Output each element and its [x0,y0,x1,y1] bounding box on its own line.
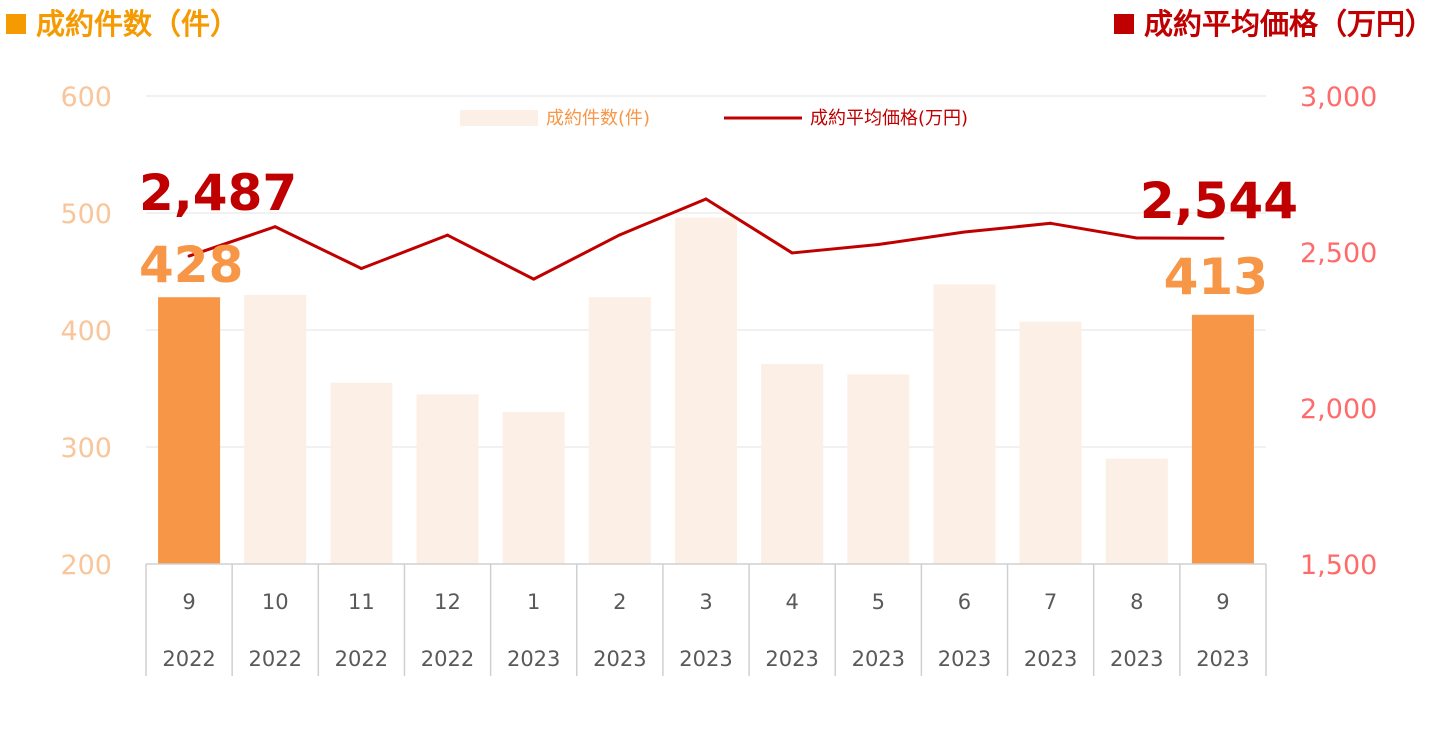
bar-7 [761,363,824,564]
x-year-label: 2022 [162,647,215,671]
bar-0 [158,297,221,564]
legend-line-label: 成約平均価格(万円) [810,108,968,129]
bar-11 [1105,458,1168,564]
left-title-square-icon [6,14,26,34]
left-title-text: 成約件数（件） [36,7,240,41]
right-axis-title: 成約平均価格（万円） [1113,4,1434,44]
left-tick-label: 300 [60,433,112,464]
x-month-label: 8 [1130,590,1143,614]
line-series [187,197,1225,281]
bar-4 [502,411,565,564]
price-point-12 [1221,236,1225,240]
bar-series [158,217,1254,564]
right-tick-label: 2,000 [1300,394,1377,425]
price-point-4 [532,277,536,281]
x-year-label: 2023 [1024,647,1077,671]
right-axis-ticks: 1,500 2,000 2,500 3,000 [1300,82,1377,581]
left-axis-ticks: 200 300 400 500 600 [60,82,112,581]
right-tick-label: 3,000 [1300,82,1377,113]
x-year-label: 2022 [421,647,474,671]
x-year-label: 2023 [679,647,732,671]
x-year-label: 2023 [1196,647,1249,671]
price-point-7 [790,251,794,255]
x-month-label: 1 [527,590,540,614]
price-point-9 [962,230,966,234]
x-year-label: 2023 [938,647,991,671]
right-title-square-icon [1113,14,1134,34]
x-month-label: 12 [434,590,461,614]
x-year-label: 2023 [593,647,646,671]
x-month-label: 9 [182,590,195,614]
x-month-label: 3 [699,590,712,614]
left-axis-title: 成約件数（件） [6,4,239,44]
left-tick-label: 400 [60,316,112,347]
right-tick-label: 2,500 [1300,238,1377,269]
price-point-0 [187,254,191,258]
bar-1 [244,294,307,564]
price-point-8 [876,243,880,247]
x-month-label: 11 [348,590,375,614]
last-count-label: 413 [1164,248,1268,306]
bar-8 [847,374,910,564]
x-year-label: 2022 [335,647,388,671]
x-year-label: 2023 [507,647,560,671]
bar-10 [1019,321,1082,564]
x-month-label: 6 [958,590,971,614]
x-month-label: 10 [262,590,289,614]
first-count-label: 428 [139,236,243,294]
x-year-label: 2022 [249,647,302,671]
bar-3 [416,394,479,564]
price-point-2 [359,267,363,271]
price-point-6 [704,197,708,201]
price-point-11 [1135,236,1139,240]
price-point-3 [446,233,450,237]
bar-12 [1191,314,1254,564]
x-year-label: 2023 [852,647,905,671]
x-month-label: 9 [1216,590,1229,614]
price-point-5 [618,233,622,237]
left-tick-label: 500 [60,199,112,230]
value-annotations: 2,487 428 2,544 413 [139,164,1298,306]
x-year-label: 2023 [765,647,818,671]
x-month-label: 7 [1044,590,1057,614]
right-title-text: 成約平均価格（万円） [1143,7,1434,41]
bar-9 [933,284,996,564]
x-month-label: 2 [613,590,626,614]
bar-5 [588,297,651,564]
x-axis: 9 2022 10 2022 11 2022 12 2022 1 2023 2 2023 3 2023 4 2… [145,563,1267,676]
x-year-label: 2023 [1110,647,1163,671]
price-point-10 [1049,221,1053,225]
left-tick-label: 600 [60,82,112,113]
x-month-label: 5 [872,590,885,614]
legend-bar-label: 成約件数(件) [546,108,650,129]
price-point-1 [273,225,277,229]
legend-bar-swatch [460,110,538,126]
right-tick-label: 1,500 [1300,550,1377,581]
bar-2 [330,382,393,564]
last-price-label: 2,544 [1140,172,1298,230]
first-price-label: 2,487 [139,164,297,222]
bar-6 [675,217,737,564]
left-tick-label: 200 [60,550,112,581]
legend: 成約件数(件) 成約平均価格(万円) [460,108,968,129]
x-month-label: 4 [785,590,798,614]
